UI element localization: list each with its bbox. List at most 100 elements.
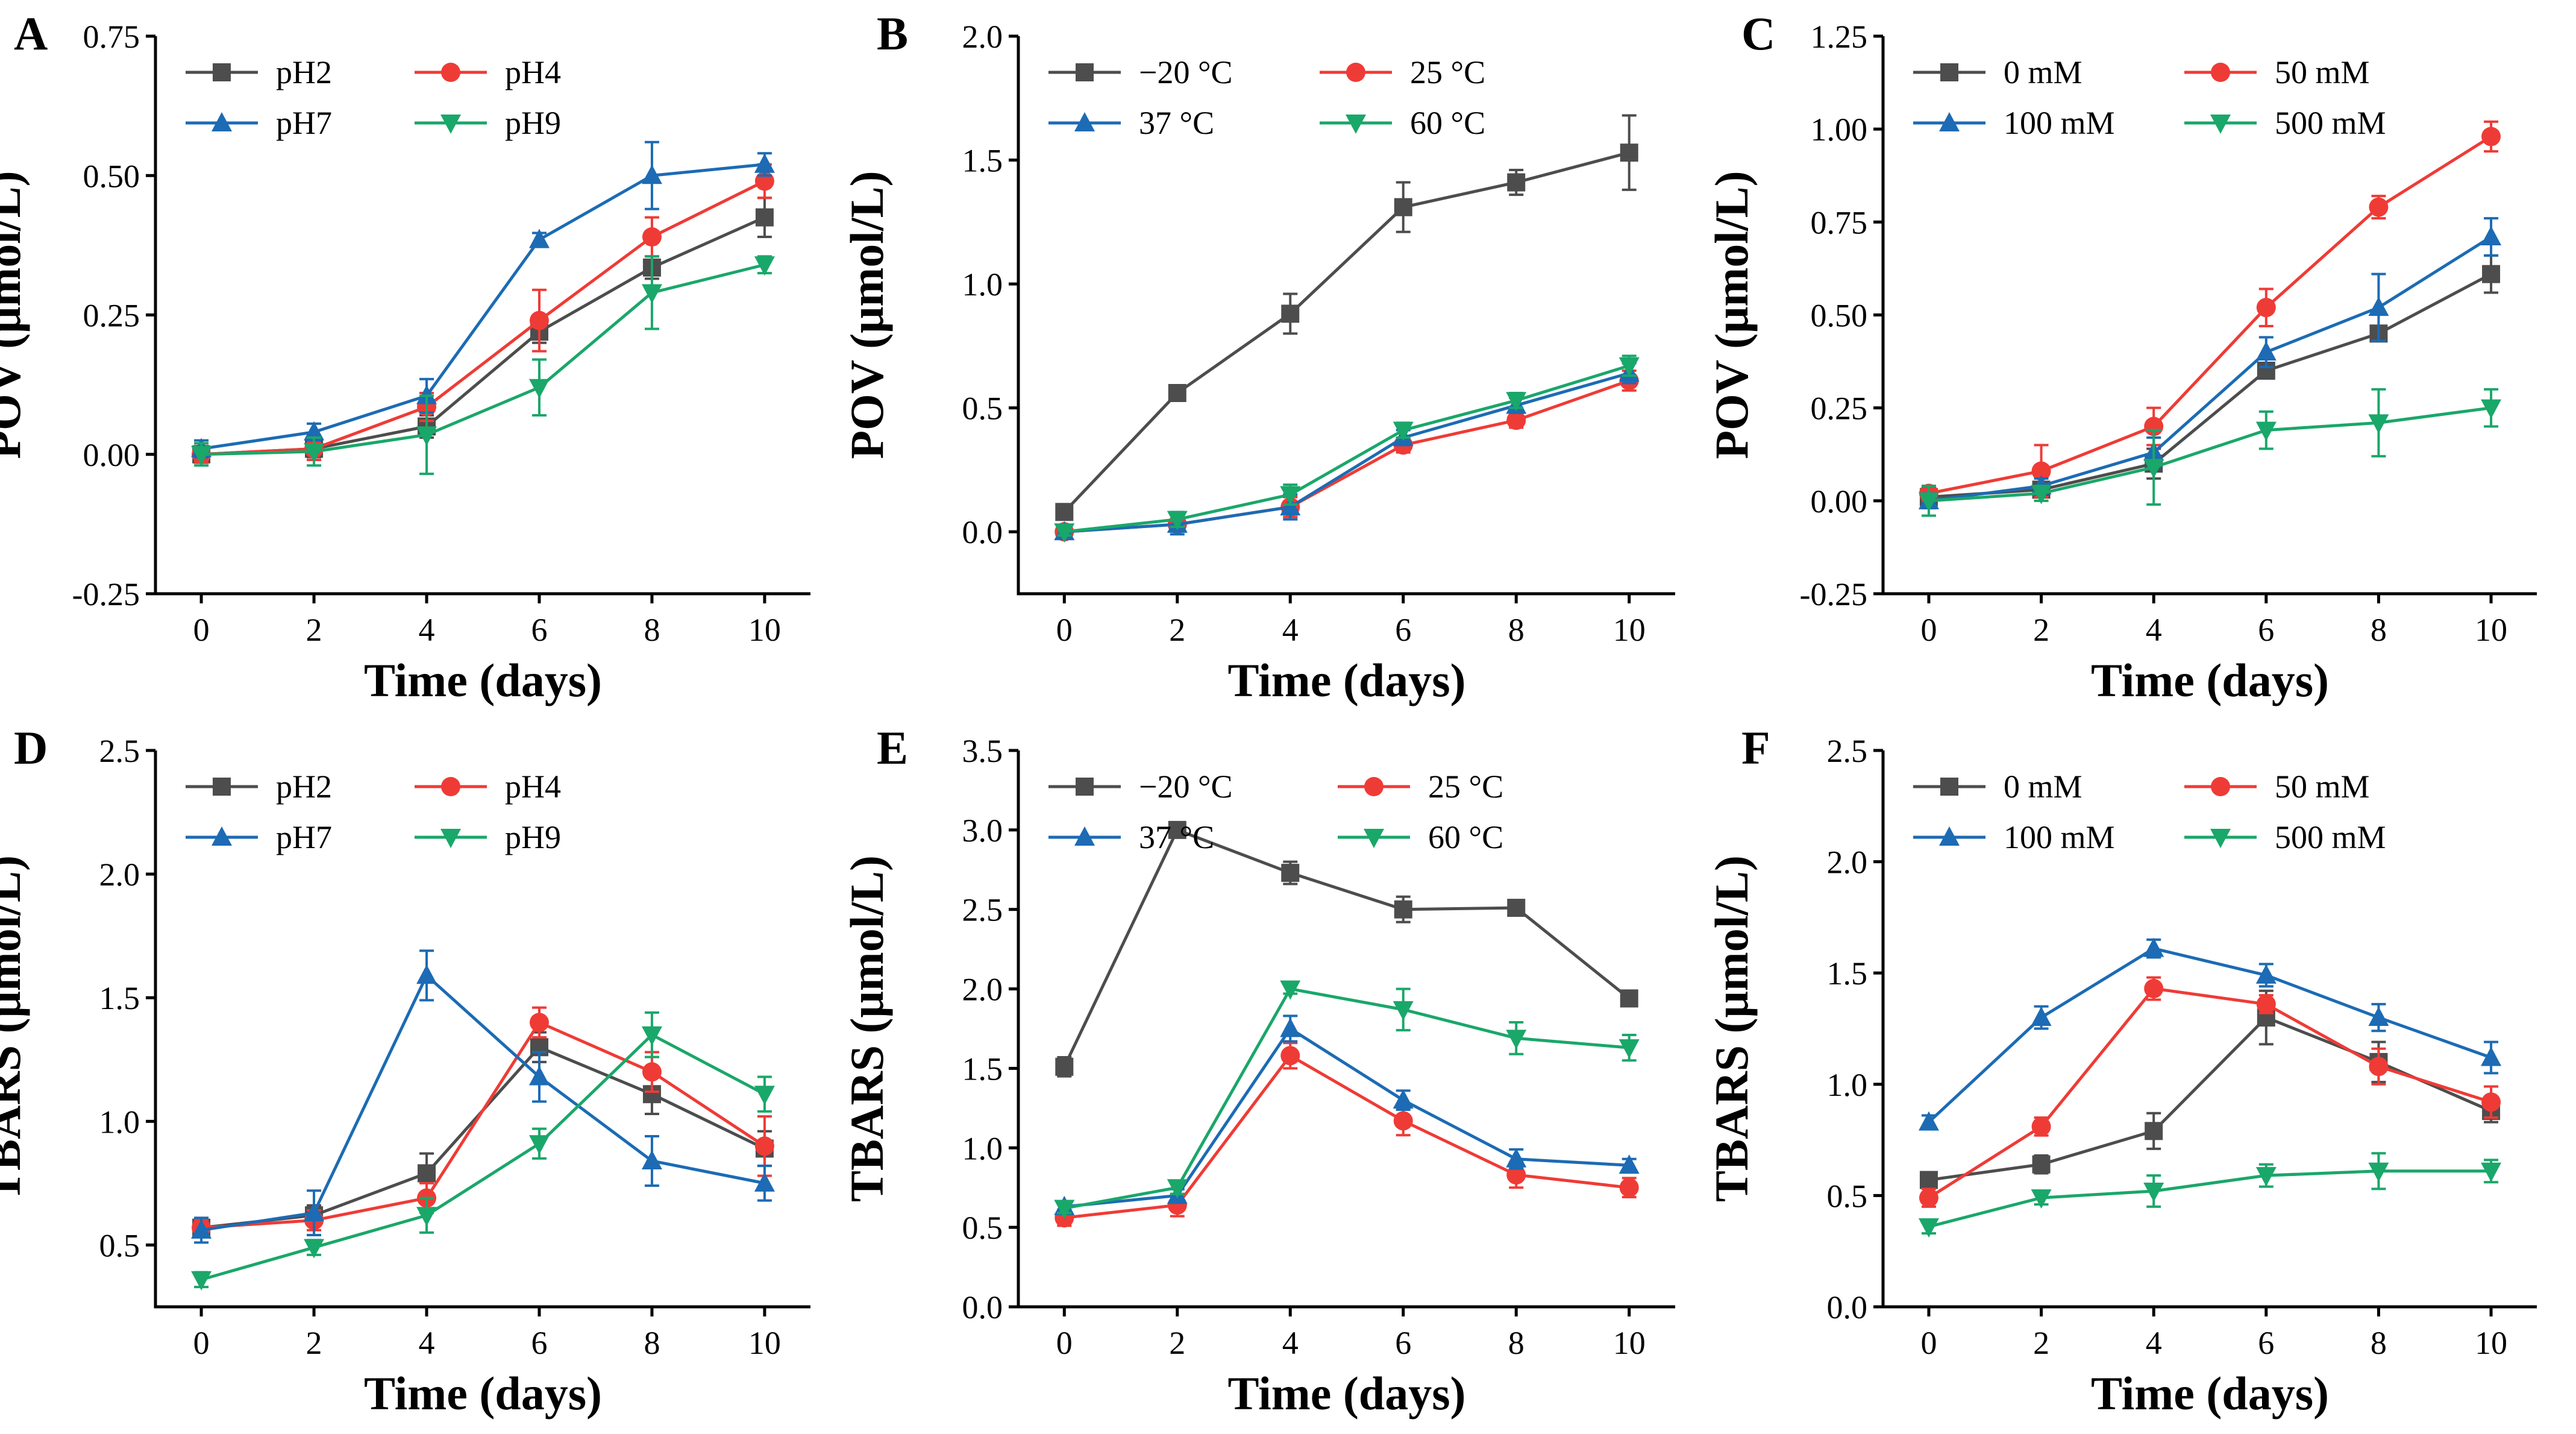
- series-line: [1064, 1054, 1629, 1219]
- data-point: [418, 1164, 436, 1183]
- legend-marker: [2211, 777, 2230, 796]
- legend-marker: [212, 112, 232, 131]
- legend-item: 25 °C: [1320, 54, 1485, 90]
- legend-label: −20 °C: [1139, 54, 1233, 90]
- y-tick-label: 0.5: [1827, 1178, 1868, 1214]
- data-point: [528, 1066, 550, 1086]
- data-point: [1506, 410, 1526, 430]
- panel-letter: E: [877, 722, 908, 774]
- legend-item: pH9: [415, 819, 561, 855]
- x-tick-label: 10: [1613, 612, 1646, 648]
- x-tick-label: 6: [1395, 612, 1411, 648]
- series--20-c: [1055, 114, 1638, 521]
- legend-marker: [1939, 112, 1960, 131]
- data-point: [2143, 937, 2164, 957]
- y-tick-label: -0.25: [72, 576, 140, 612]
- y-tick-label: 0.5: [962, 1210, 1003, 1246]
- legend-item: −20 °C: [1048, 54, 1233, 90]
- data-point: [2144, 979, 2164, 999]
- chart-panel-e: 0 2 4 6 8 10 0.0 0.5 1.0 1.5 2.0 2.5 3.0 3.5 Time (day…: [841, 722, 1675, 1420]
- legend-item: pH4: [415, 769, 561, 805]
- data-point: [1280, 980, 1301, 1000]
- data-point: [2031, 1116, 2051, 1136]
- series-ph9: [191, 1011, 775, 1291]
- legend-label: −20 °C: [1139, 769, 1233, 805]
- legend-label: pH7: [276, 819, 332, 855]
- series-line: [1928, 406, 2492, 503]
- series-line: [1064, 987, 1629, 1210]
- data-point: [2031, 485, 2052, 505]
- series-50-mm: [1919, 976, 2501, 1208]
- data-point: [1168, 820, 1186, 839]
- data-point: [191, 1219, 212, 1239]
- legend-item: 50 mM: [2184, 54, 2370, 90]
- series-line: [1928, 1169, 2492, 1228]
- x-tick-label: 4: [419, 1325, 435, 1361]
- series-line: [201, 1020, 766, 1230]
- data-point: [1620, 989, 1638, 1008]
- x-tick-label: 10: [2475, 1325, 2507, 1361]
- data-point: [2031, 461, 2051, 481]
- legend-label: pH2: [276, 54, 332, 90]
- series-500-mm: [1918, 1152, 2502, 1238]
- x-tick-label: 10: [748, 612, 781, 648]
- x-tick-label: 2: [306, 612, 322, 648]
- data-point: [1919, 1171, 1938, 1189]
- data-point: [1168, 384, 1186, 402]
- series-500-mm: [1918, 388, 2502, 517]
- data-point: [1393, 1089, 1414, 1109]
- data-point: [2481, 226, 2502, 245]
- legend-marker: [1076, 63, 1094, 81]
- data-point: [754, 256, 775, 276]
- data-point: [2482, 265, 2501, 283]
- data-point: [416, 964, 437, 984]
- legend-marker: [213, 63, 231, 81]
- x-tick-label: 10: [2475, 612, 2507, 648]
- series--20-c: [1055, 820, 1638, 1078]
- series-50-mm: [1919, 120, 2501, 503]
- series-line: [1063, 151, 1630, 514]
- series-ph4: [192, 1006, 774, 1237]
- data-point: [641, 1026, 662, 1046]
- data-point: [1281, 304, 1300, 323]
- data-point: [1167, 1179, 1188, 1199]
- data-point: [1394, 198, 1412, 216]
- legend-label: pH7: [276, 105, 332, 141]
- legend-label: pH9: [505, 819, 561, 855]
- y-tick-label: 0.75: [83, 19, 140, 55]
- x-axis-label: Time (days): [1227, 654, 1465, 706]
- data-point: [304, 1202, 325, 1222]
- data-point: [2145, 1122, 2163, 1140]
- y-tick-label: 0.25: [1811, 391, 1868, 427]
- series-0-mm: [1919, 254, 2501, 506]
- x-tick-label: 6: [2258, 1325, 2274, 1361]
- legend-label: 60 °C: [1410, 105, 1485, 141]
- data-point: [641, 284, 662, 304]
- y-tick-label: 0.25: [83, 298, 140, 334]
- x-tick-label: 8: [644, 1325, 660, 1361]
- data-point: [2031, 1007, 2052, 1027]
- chart-panel-d: 0 2 4 6 8 10 0.5 1.0 1.5 2.0 2.5 Time (days) TBARS (…: [0, 722, 810, 1420]
- axes: [1017, 36, 1675, 596]
- x-tick-label: 2: [2033, 612, 2049, 648]
- chart-panel-f: 0 2 4 6 8 10 0.0 0.5 1.0 1.5 2.0 2.5 Time (days) TBAR…: [1705, 722, 2537, 1420]
- series-line: [201, 1045, 765, 1230]
- legend-item: 500 mM: [2184, 105, 2386, 141]
- data-point: [2255, 341, 2277, 361]
- x-tick-label: 6: [531, 612, 547, 648]
- x-axis-label: Time (days): [1227, 1367, 1465, 1420]
- x-tick-label: 0: [1920, 1325, 1937, 1361]
- data-point: [1918, 492, 1939, 512]
- y-tick-label: 0.0: [962, 1289, 1003, 1326]
- data-point: [1619, 357, 1640, 377]
- data-point: [754, 1136, 774, 1156]
- data-point: [529, 1013, 549, 1033]
- data-point: [1506, 1030, 1527, 1049]
- legend-item: 100 mM: [1913, 819, 2115, 855]
- series-ph7: [191, 949, 775, 1244]
- series-0-mm: [1919, 989, 2501, 1189]
- series-line: [201, 163, 765, 450]
- x-tick-label: 4: [2146, 1325, 2162, 1361]
- data-point: [2481, 1162, 2502, 1182]
- data-point: [1393, 421, 1414, 441]
